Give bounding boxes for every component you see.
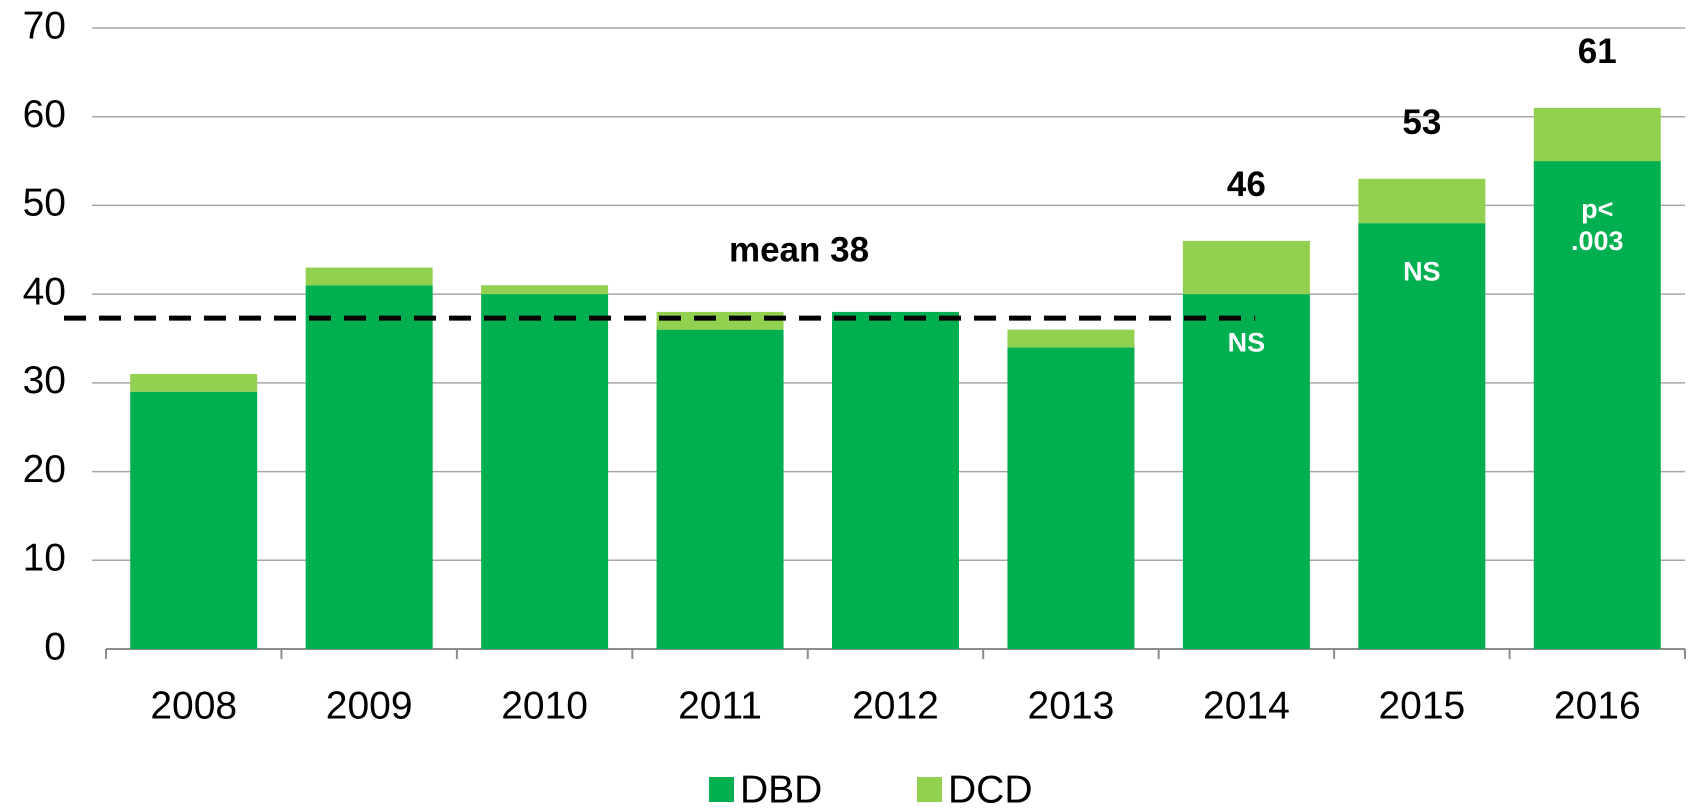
bar-note: .003 <box>1571 226 1624 256</box>
legend-swatch <box>917 777 942 802</box>
bar-segment <box>832 311 959 649</box>
x-tick-label: 2010 <box>501 684 588 727</box>
x-tick-label: 2014 <box>1203 684 1290 727</box>
legend-label: DBD <box>740 768 822 810</box>
bar-segment <box>1007 347 1135 649</box>
bar-segment <box>1182 240 1310 295</box>
legend-label: DCD <box>948 768 1033 810</box>
bar-note: p< <box>1581 194 1613 224</box>
bar-segment <box>656 311 784 330</box>
y-tick-label: 0 <box>44 625 66 668</box>
bar-segment <box>1533 107 1661 162</box>
bar-segment <box>1533 161 1661 650</box>
bar-segment <box>130 391 258 649</box>
x-tick-label: 2013 <box>1028 684 1115 727</box>
bar-segment <box>1358 178 1486 224</box>
y-tick-label: 10 <box>23 537 66 580</box>
bar-note: NS <box>1228 327 1266 357</box>
bar-segment <box>130 373 258 392</box>
bar-segment <box>305 285 433 649</box>
y-tick-label: 60 <box>23 93 66 136</box>
bar-segment <box>481 294 609 649</box>
y-tick-label: 70 <box>23 4 66 47</box>
y-tick-label: 20 <box>23 448 66 491</box>
x-tick-label: 2011 <box>678 684 762 727</box>
bar-segment <box>305 267 433 286</box>
legend-swatch <box>709 777 734 802</box>
y-tick-label: 30 <box>23 359 66 402</box>
mean-label: mean 38 <box>729 230 869 269</box>
bar-segment <box>1182 294 1310 649</box>
x-tick-label: 2009 <box>326 684 413 727</box>
bar-segment <box>481 285 609 295</box>
x-tick-label: 2016 <box>1554 684 1641 727</box>
bar-segment <box>1358 223 1486 649</box>
bar-note: NS <box>1403 256 1441 286</box>
x-tick-label: 2008 <box>150 684 237 727</box>
x-tick-label: 2015 <box>1378 684 1465 727</box>
y-tick-label: 40 <box>23 270 66 313</box>
bar-segment <box>1007 329 1135 348</box>
total-label: 53 <box>1402 103 1441 142</box>
x-tick-label: 2012 <box>852 684 939 727</box>
total-label: 46 <box>1227 165 1266 204</box>
bar-segment <box>656 329 784 649</box>
total-label: 61 <box>1578 32 1617 71</box>
y-tick-label: 50 <box>23 182 66 225</box>
